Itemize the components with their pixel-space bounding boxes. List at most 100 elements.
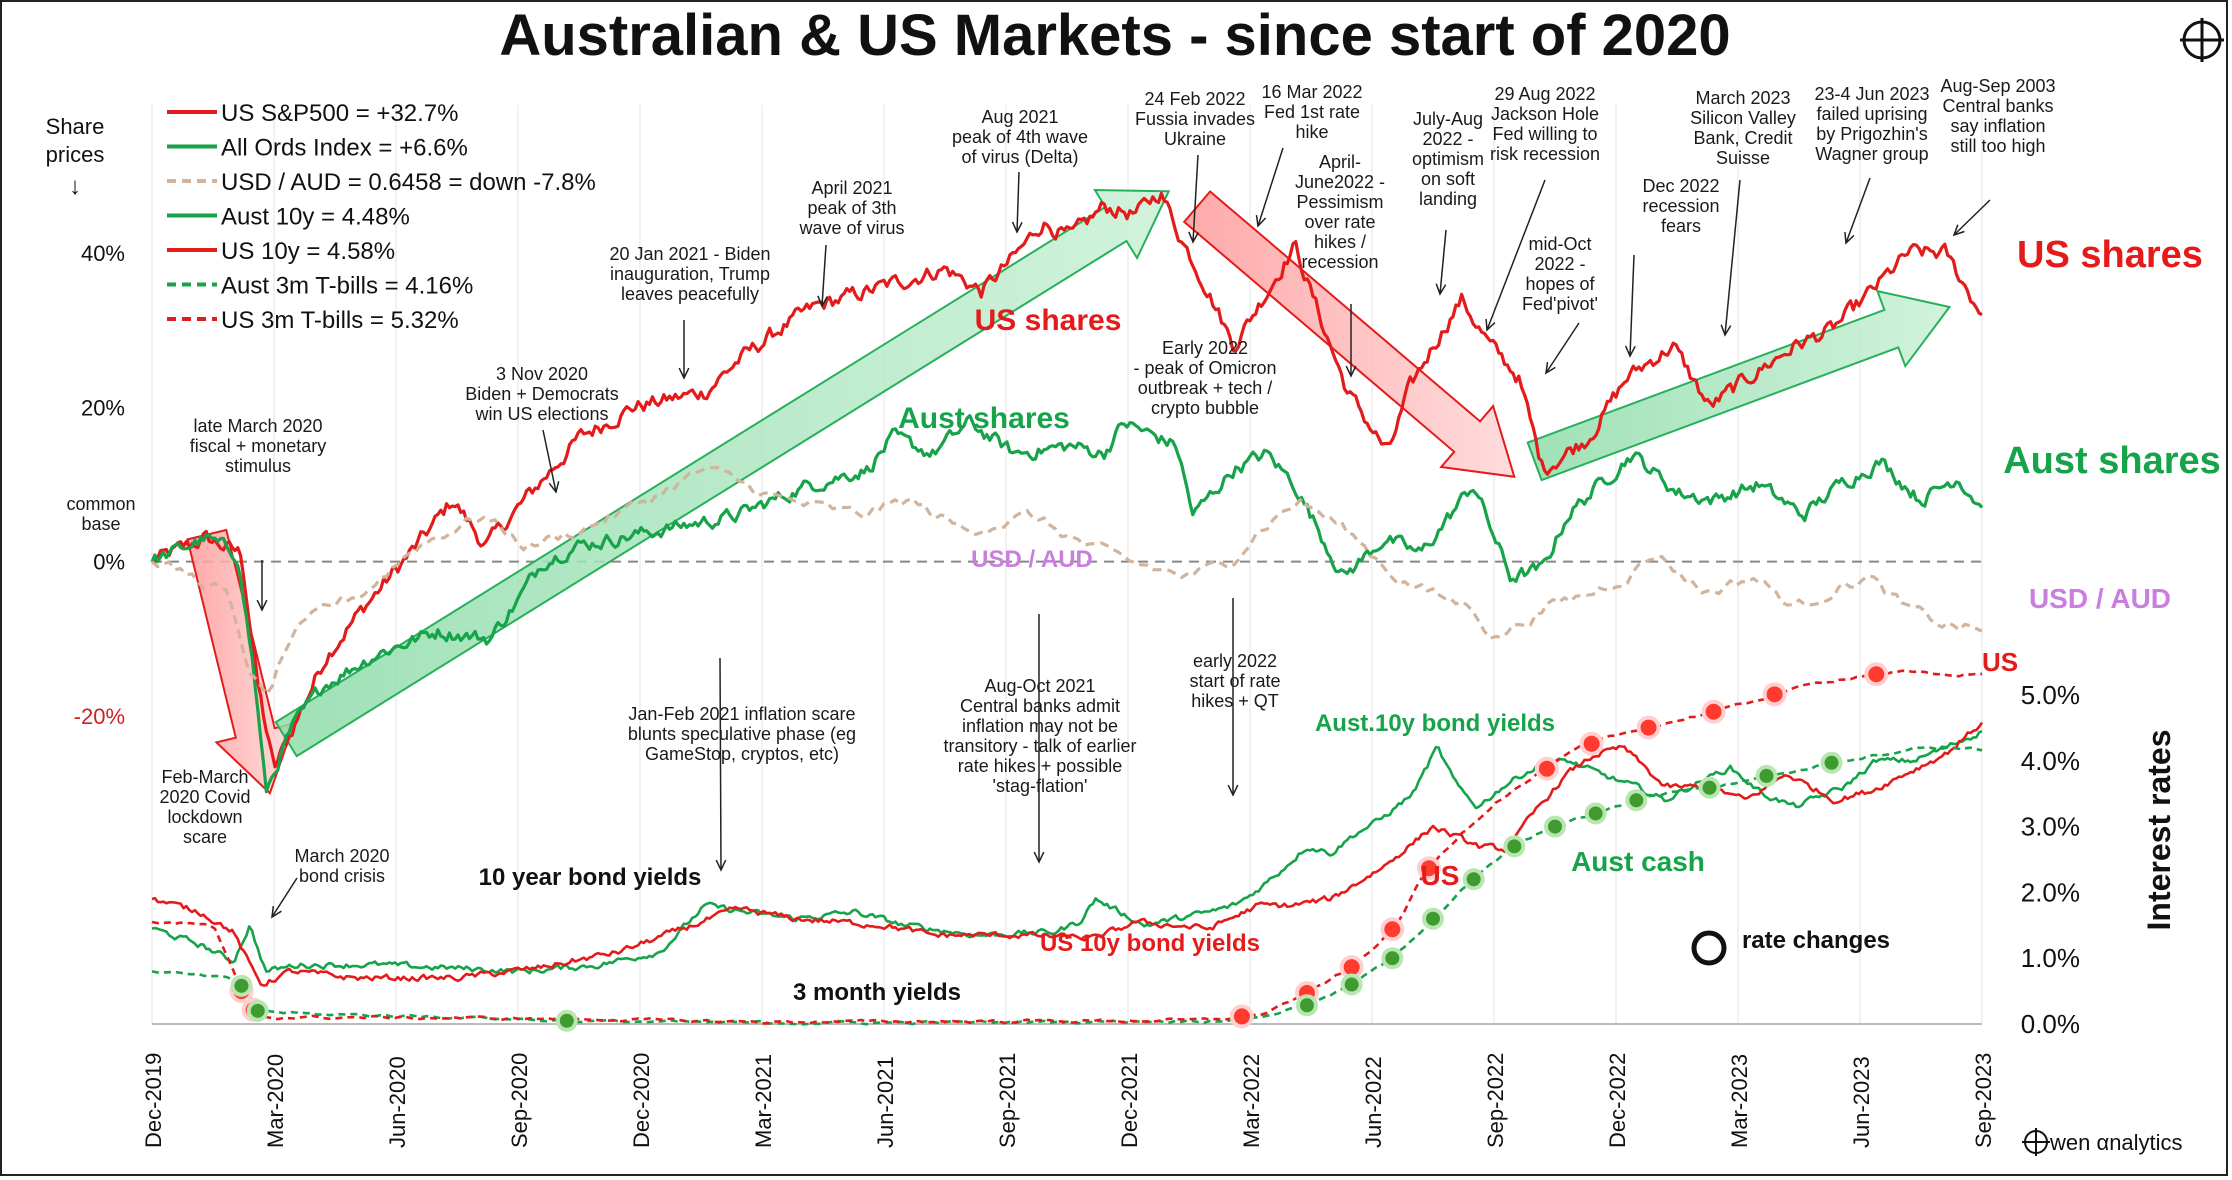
series-lines [150,191,1984,1026]
annotation-line: failed uprising [1816,104,1927,124]
aust-rate-change-marker [230,974,253,997]
annotation-pointer [271,877,298,918]
aust-rate-change-marker [1584,802,1607,825]
annotation-line: Aug 2021 [981,107,1058,127]
crosshair-icon [2180,18,2224,62]
annotation-line: Suisse [1716,148,1770,168]
annotation-line: Ukraine [1164,129,1226,149]
annotation-line: 16 Mar 2022 [1261,82,1362,102]
legend-item: US S&P500 = +32.7% [221,100,459,127]
annotation-line: Early 2022 [1162,338,1248,358]
annotation-pointer [719,657,722,871]
x-tick-label: Sep-2020 [507,1053,532,1148]
x-tick-label: Mar-2021 [751,1054,776,1148]
us-rate-change-marker [1229,1004,1254,1029]
series-label: Aust shares [2003,440,2221,482]
annotation-line: 29 Aug 2022 [1494,84,1595,104]
aust-rate-change-marker [1755,764,1778,787]
x-tick-label: Mar-2023 [1727,1054,1752,1148]
aust-rate-change-marker [1503,835,1526,858]
series-label: Aust.10y bond yields [1315,710,1555,737]
annotation-pointer [1257,147,1284,227]
right-axis-tick: 1.0% [2021,943,2080,973]
us-rate-change-marker [1416,856,1441,881]
aust-rate-change-marker [1381,947,1404,970]
aust-rate-change-marker [1698,776,1721,799]
annotation-line: 20 Jan 2021 - Biden [609,244,770,264]
annotation-arrowhead [1011,221,1023,234]
annotation-line: bond crisis [299,866,385,886]
annotation-line: Jackson Hole [1491,104,1599,124]
left-axis-label-line2: prices [46,142,105,167]
us-rate-change-marker [1762,682,1787,707]
annotation-line: risk recession [1490,144,1600,164]
annotation-line: transitory - talk of earlier [943,736,1136,756]
annotation-arrowhead [1033,851,1045,864]
annotation-line: still too high [1950,136,2045,156]
annotation-line: hikes + QT [1191,691,1279,711]
right-axis-label: Interest rates [2141,730,2177,931]
annotation-line: say inflation [1950,116,2045,136]
annotation-line: scare [183,827,227,847]
x-tick-label: Sep-2021 [995,1053,1020,1148]
aust-rate-change-marker [1544,815,1566,838]
right-axis-tick: 2.0% [2021,877,2080,907]
annotation-line: peak of 3th [807,198,896,218]
annotation-arrowhead [817,295,829,308]
annotation-line: March 2023 [1695,88,1790,108]
annotation-line: Fed willing to [1492,124,1597,144]
us-10y-line [151,721,1984,987]
x-axis-labels: Dec-2019 Mar-2020 Jun-2020 Sep-2020 Dec-2020… [141,1053,1996,1148]
annotation-line: April- [1319,152,1361,172]
annotation-line: Aug-Sep 2003 [1940,76,2055,96]
annotation-line: outbreak + tech / [1138,378,1273,398]
left-axis-tick: -20% [74,704,125,729]
aust-10y-line [151,729,1983,975]
annotation-arrowhead [1844,232,1855,245]
annotation-line: optimism [1412,149,1484,169]
annotation-line: hikes / [1314,232,1366,252]
annotation-pointer [821,244,827,307]
series-label: USD / AUD [971,546,1093,573]
legend-item: USD / AUD = 0.6458 = down -7.8% [221,169,596,196]
chart-title: Australian & US Markets - since start of… [499,3,1730,68]
annotation-arrowhead [271,906,282,919]
annotation-line: inauguration, Trump [610,264,770,284]
all-ords-index-line [150,414,1984,794]
legend-item: Aust 10y = 4.48% [221,204,410,231]
x-tick-label: Sep-2022 [1483,1053,1508,1148]
annotation-line: win US elections [474,404,608,424]
x-tick-label: Dec-2020 [629,1053,654,1148]
x-tick-label: Jun-2020 [385,1056,410,1148]
down-trend-arrow [1182,190,1516,478]
x-tick-label: Dec-2021 [1117,1053,1142,1148]
annotation-pointer [1016,171,1020,233]
x-tick-label: Jun-2021 [873,1056,898,1148]
annotation-pointer [1845,177,1871,244]
trend-arrows [186,188,1952,795]
series-labels: US shares Aust shares USD / AUD US shares Au… [479,234,2221,1006]
annotation-line: leaves peacefully [621,284,759,304]
annotation-arrowhead [715,859,727,872]
annotation-line: Silicon Valley [1690,108,1796,128]
annotation-line: wave of virus [798,218,904,238]
annotation-line: Dec 2022 [1642,176,1719,196]
right-axis-tick: 4.0% [2021,746,2080,776]
annotation-line: 2022 - [1534,254,1585,274]
us-rate-change-marker [1636,715,1661,740]
left-axis-tick: 40% [81,241,125,266]
annotation-arrowhead [1545,361,1556,375]
annotation-line: Fed 1st rate [1264,102,1360,122]
annotation-line: inflation may not be [962,716,1118,736]
annotation-line: Biden + Democrats [465,384,619,404]
